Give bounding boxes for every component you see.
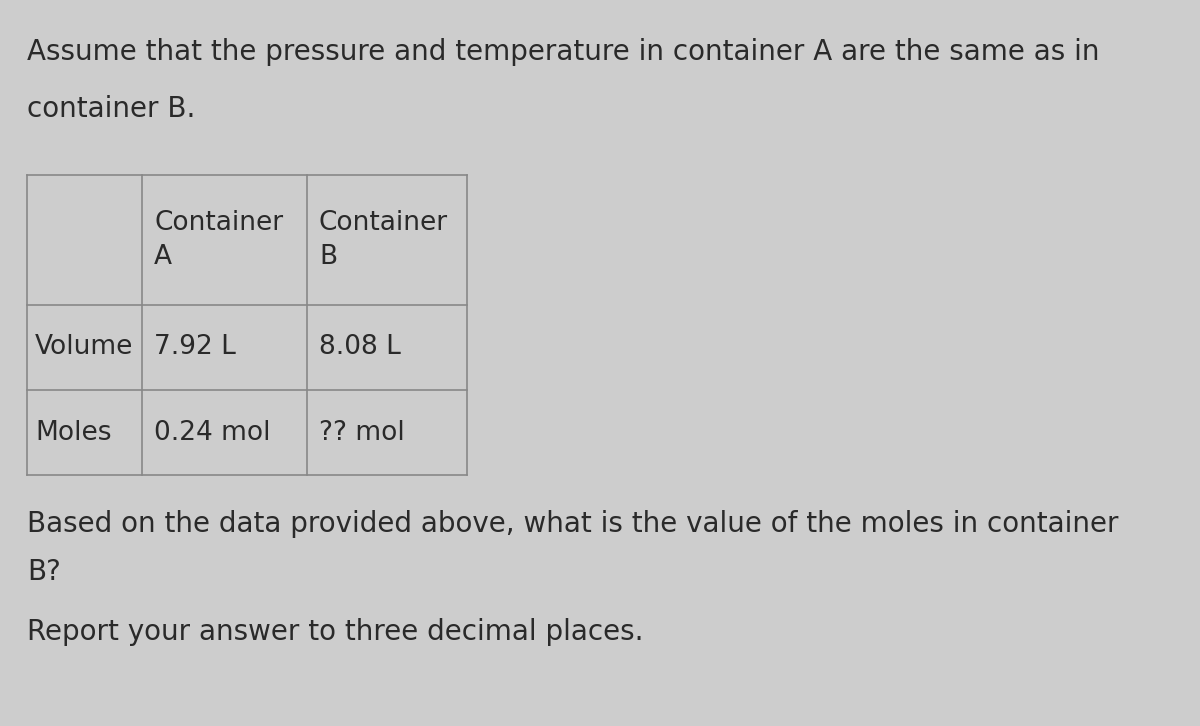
Text: Report your answer to three decimal places.: Report your answer to three decimal plac… (28, 618, 643, 646)
Text: Volume: Volume (35, 335, 133, 361)
Text: Moles: Moles (35, 420, 112, 446)
Text: Assume that the pressure and temperature in container A are the same as in: Assume that the pressure and temperature… (28, 38, 1099, 66)
Text: 0.24 mol: 0.24 mol (154, 420, 270, 446)
Text: 8.08 L: 8.08 L (319, 335, 401, 361)
Text: 7.92 L: 7.92 L (154, 335, 236, 361)
Text: container B.: container B. (28, 95, 196, 123)
Text: ?? mol: ?? mol (319, 420, 404, 446)
Text: Based on the data provided above, what is the value of the moles in container: Based on the data provided above, what i… (28, 510, 1118, 538)
Text: Container
B: Container B (319, 210, 448, 270)
Text: Container
A: Container A (154, 210, 283, 270)
Text: B?: B? (28, 558, 61, 586)
